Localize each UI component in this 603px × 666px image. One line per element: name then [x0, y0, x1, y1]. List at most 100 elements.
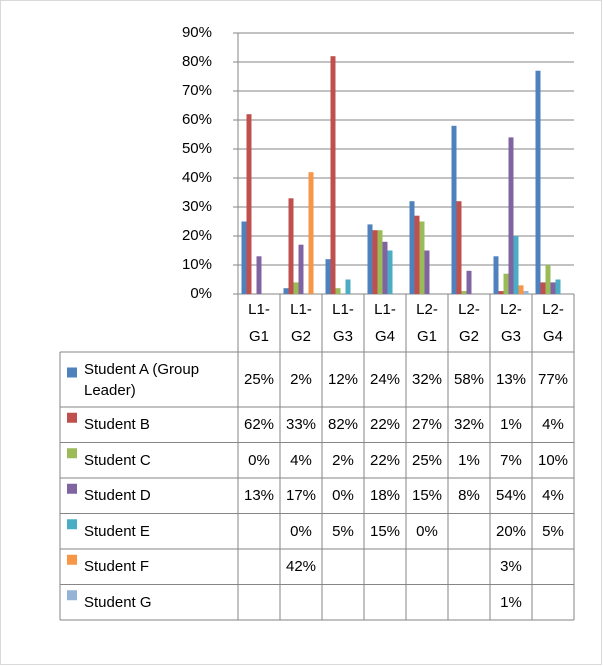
table-value: 13% [238, 478, 280, 514]
y-tick-label: 70% [182, 82, 212, 99]
bar [335, 288, 341, 294]
table-value-text: 0% [332, 487, 354, 505]
table-value: 2% [280, 352, 322, 407]
bar [246, 114, 252, 294]
table-value-text: 5% [332, 522, 354, 540]
table-value: 1% [490, 585, 532, 621]
y-tick-label: 30% [182, 198, 212, 215]
table-value: 20% [490, 514, 532, 550]
bar [241, 221, 247, 294]
legend-label-text: Student B [84, 416, 150, 434]
table-value-text: 17% [285, 487, 317, 505]
x-tick-label-text: L2-G4 [542, 301, 564, 345]
table-value-text: 27% [411, 416, 443, 434]
table-value-text: 12% [327, 371, 359, 388]
table-value: 54% [490, 478, 532, 514]
bar [535, 70, 541, 294]
bar [451, 125, 457, 294]
table-value: 42% [280, 549, 322, 585]
legend-label: Student B [84, 407, 236, 443]
legend-label-text: Student D [84, 487, 151, 505]
table-value-text: 7% [500, 451, 522, 469]
table-value: 25% [406, 443, 448, 479]
x-tick-label-text: L1-G4 [374, 301, 396, 345]
legend-label-text: Student G [84, 593, 152, 611]
y-tick-label: 0% [190, 285, 212, 302]
table-value: 10% [532, 443, 574, 479]
x-tick-label: L1-G3 [322, 294, 364, 352]
table-value-text: 0% [248, 451, 270, 469]
table-value: 58% [448, 352, 490, 407]
table-value-text: 54% [495, 487, 527, 505]
table-value: 4% [280, 443, 322, 479]
bar [419, 221, 425, 294]
bar [409, 201, 415, 294]
table-value: 32% [448, 407, 490, 443]
table-value-text: 33% [285, 416, 317, 434]
table-value-text: 15% [369, 522, 401, 540]
bar [414, 215, 420, 294]
y-tick-label: 80% [182, 53, 212, 70]
table-value: 5% [532, 514, 574, 550]
legend-label: Student C [84, 443, 236, 479]
legend-label-text: Student C [84, 451, 151, 469]
table-value-text: 15% [411, 487, 443, 505]
x-tick-label-text: L1-G1 [248, 301, 270, 345]
table-value: 5% [322, 514, 364, 550]
bar [498, 291, 504, 294]
y-tick-label: 20% [182, 227, 212, 244]
bar [293, 282, 299, 294]
x-tick-label-text: L2-G1 [416, 301, 438, 345]
table-value: 0% [238, 443, 280, 479]
x-tick-label: L2-G4 [532, 294, 574, 352]
table-value: 4% [532, 478, 574, 514]
table-value: 15% [364, 514, 406, 550]
bar [283, 288, 289, 294]
table-value-text: 3% [500, 558, 522, 576]
legend-label: Student A (Group Leader) [84, 352, 236, 407]
table-value-text: 58% [453, 371, 485, 388]
table-value-text: 5% [542, 522, 564, 540]
table-value: 4% [532, 407, 574, 443]
table-value: 82% [322, 407, 364, 443]
table-value-text: 22% [369, 416, 401, 434]
bar [518, 285, 524, 294]
bar [308, 172, 314, 294]
x-tick-label: L1-G1 [238, 294, 280, 352]
bar [298, 244, 304, 294]
x-tick-label-text: L2-G3 [500, 301, 522, 345]
bar [545, 265, 551, 294]
bar [550, 282, 556, 294]
legend-label: Student G [84, 585, 236, 621]
bar [345, 279, 351, 294]
table-value-text: 0% [416, 522, 438, 540]
table-value-text: 1% [458, 451, 480, 469]
table-value-text: 32% [453, 416, 485, 434]
bar [382, 241, 388, 294]
table-value-text: 20% [495, 522, 527, 540]
y-tick-label: 90% [182, 24, 212, 41]
table-value-text: 13% [495, 371, 527, 388]
table-value: 1% [490, 407, 532, 443]
bar [503, 273, 509, 294]
bar [330, 56, 336, 295]
legend-label: Student D [84, 478, 236, 514]
x-tick-label: L1-G4 [364, 294, 406, 352]
table-value: 13% [490, 352, 532, 407]
table-value: 1% [448, 443, 490, 479]
table-value-text: 2% [332, 451, 354, 469]
bar [377, 230, 383, 294]
legend-key [67, 448, 77, 459]
bar [523, 291, 529, 294]
table-value: 77% [532, 352, 574, 407]
table-value-text: 32% [411, 371, 443, 388]
x-tick-label: L2-G3 [490, 294, 532, 352]
legend-label-text: Student F [84, 558, 150, 576]
table-value-text: 2% [290, 371, 312, 388]
table-value: 3% [490, 549, 532, 585]
bar [555, 279, 561, 294]
bar [325, 259, 331, 294]
table-value-text: 4% [290, 451, 312, 469]
table-value-text: 0% [290, 522, 312, 540]
